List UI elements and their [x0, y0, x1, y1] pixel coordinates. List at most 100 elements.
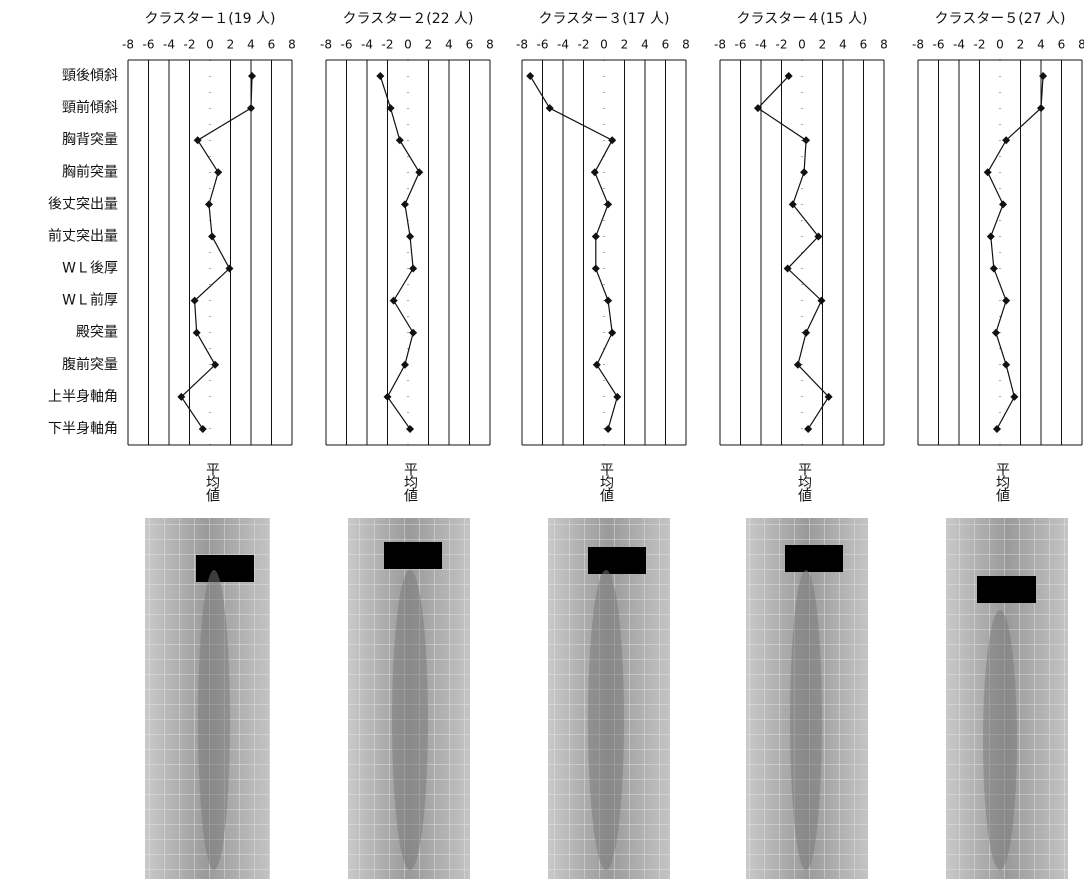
marker	[526, 72, 534, 80]
x-tick-label: 2	[819, 38, 827, 52]
marker	[546, 104, 554, 112]
marker	[384, 393, 392, 401]
category-label: 腹前突量	[62, 356, 118, 373]
marker	[199, 425, 207, 433]
marker	[406, 425, 414, 433]
marker	[990, 265, 998, 273]
profile-line	[380, 76, 419, 429]
marker	[591, 168, 599, 176]
marker	[248, 72, 256, 80]
marker	[409, 329, 417, 337]
x-tick-label: -8	[912, 38, 924, 52]
x-tick-label: -6	[735, 38, 747, 52]
marker	[804, 425, 812, 433]
marker	[802, 136, 810, 144]
chart-title: クラスター３(17 人)	[539, 11, 670, 27]
marker	[992, 329, 1000, 337]
marker	[409, 265, 417, 273]
chart-title: クラスター２(22 人)	[343, 11, 474, 27]
marker	[1010, 393, 1018, 401]
chart-title: クラスター４(15 人)	[737, 11, 868, 27]
x-axis-label: 平均値	[204, 462, 220, 502]
marker	[802, 329, 810, 337]
marker	[401, 200, 409, 208]
x-tick-label: -8	[714, 38, 726, 52]
marker	[608, 136, 616, 144]
x-tick-label: -8	[516, 38, 528, 52]
x-tick-label: 0	[206, 38, 214, 52]
profile-line	[758, 76, 829, 429]
photo	[548, 518, 670, 879]
x-tick-label: -6	[537, 38, 549, 52]
x-tick-label: -4	[361, 38, 373, 52]
category-label: 下半身軸角	[48, 421, 118, 437]
marker	[1039, 72, 1047, 80]
x-tick-label: 6	[268, 38, 276, 52]
x-tick-label: -8	[320, 38, 332, 52]
figure: 頸後傾斜頸前傾斜胸背突量胸前突量後丈突出量前丈突出量WＬ後厚WＬ前厚殿突量腹前突…	[0, 0, 1084, 879]
marker	[415, 168, 423, 176]
x-tick-label: 8	[682, 38, 690, 52]
marker	[214, 168, 222, 176]
marker	[987, 232, 995, 240]
x-tick-label: -4	[953, 38, 965, 52]
marker	[1002, 361, 1010, 369]
category-label: 頸後傾斜	[62, 68, 118, 84]
marker	[205, 200, 213, 208]
x-tick-label: -4	[557, 38, 569, 52]
x-tick-label: 8	[880, 38, 888, 52]
category-label: WＬ後厚	[62, 261, 118, 277]
category-label: 上半身軸角	[48, 389, 118, 405]
x-tick-label: 2	[425, 38, 433, 52]
marker	[401, 361, 409, 369]
x-tick-label: 0	[996, 38, 1004, 52]
x-axis-label: 平均値	[402, 462, 418, 502]
marker	[999, 200, 1007, 208]
photo	[348, 518, 470, 879]
x-tick-label: -6	[933, 38, 945, 52]
x-tick-label: 6	[662, 38, 670, 52]
photo	[746, 518, 868, 879]
x-tick-label: -2	[382, 38, 394, 52]
x-tick-label: 4	[839, 38, 847, 52]
category-label: 後丈突出量	[48, 196, 118, 212]
photos	[145, 518, 1068, 879]
x-tick-label: -6	[341, 38, 353, 52]
x-tick-label: -2	[184, 38, 196, 52]
x-tick-label: 2	[621, 38, 629, 52]
x-tick-label: -6	[143, 38, 155, 52]
category-label: 頸前傾斜	[62, 99, 118, 116]
x-tick-label: -2	[776, 38, 788, 52]
x-tick-label: -2	[578, 38, 590, 52]
marker	[396, 136, 404, 144]
category-label: 殿突量	[76, 325, 118, 341]
category-label: 胸背突量	[62, 132, 118, 148]
marker	[376, 72, 384, 80]
chart-title: クラスター５(27 人)	[935, 11, 1066, 27]
x-tick-label: -4	[755, 38, 767, 52]
photo	[145, 518, 270, 879]
marker	[800, 168, 808, 176]
marker	[1002, 297, 1010, 305]
x-tick-label: -8	[122, 38, 134, 52]
x-tick-label: 6	[860, 38, 868, 52]
category-label: 前丈突出量	[48, 227, 118, 244]
marker	[193, 329, 201, 337]
x-tick-label: 8	[486, 38, 494, 52]
marker	[984, 168, 992, 176]
profile-line	[181, 76, 252, 429]
x-tick-label: 4	[247, 38, 255, 52]
marker	[604, 425, 612, 433]
x-tick-label: -2	[974, 38, 986, 52]
marker	[604, 297, 612, 305]
x-tick-label: 0	[600, 38, 608, 52]
marker	[592, 265, 600, 273]
marker	[390, 297, 398, 305]
marker	[592, 232, 600, 240]
x-tick-label: 0	[404, 38, 412, 52]
marker	[604, 200, 612, 208]
x-tick-label: 6	[1058, 38, 1066, 52]
category-label: WＬ前厚	[62, 292, 118, 309]
x-tick-label: 0	[798, 38, 806, 52]
marker	[608, 329, 616, 337]
